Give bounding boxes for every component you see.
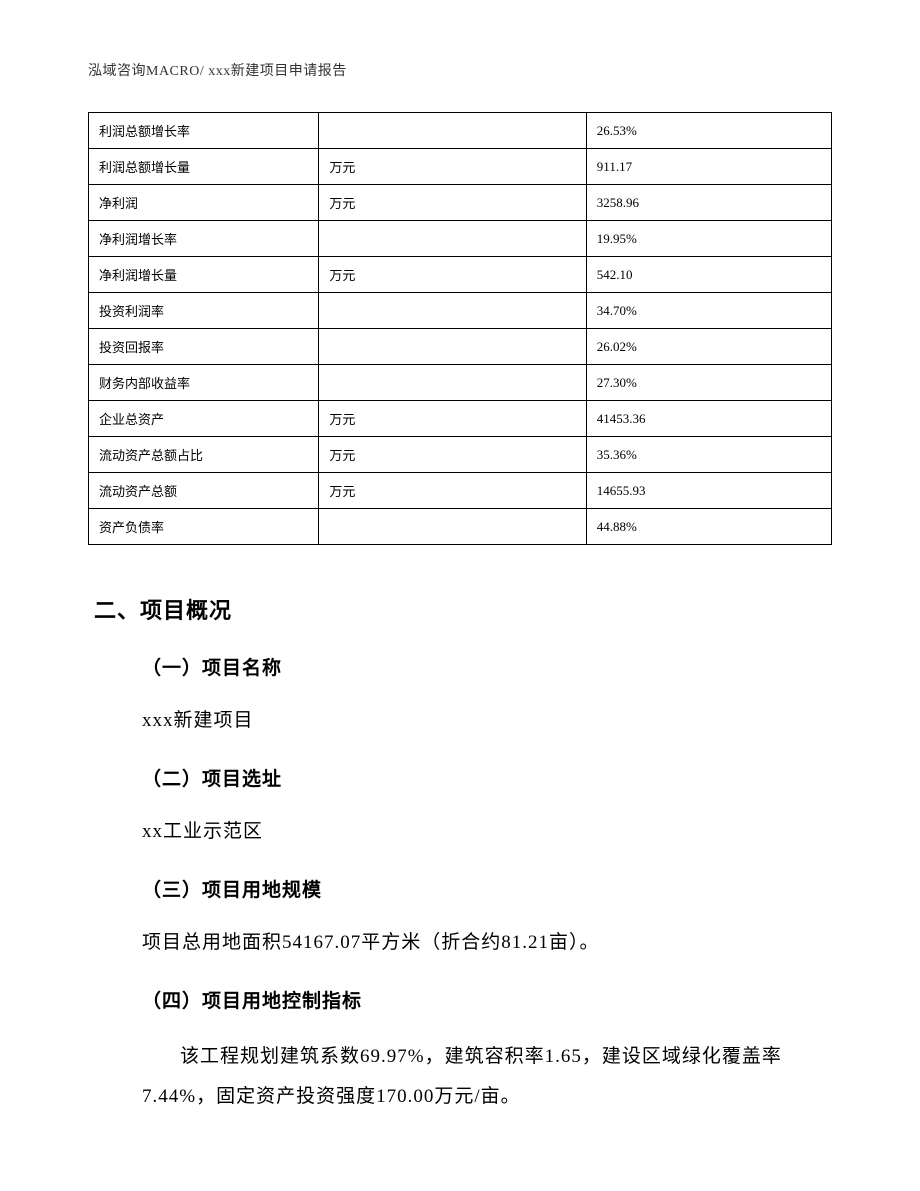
subsection-project-name: （一）项目名称 xxx新建项目	[142, 653, 832, 740]
page-header: 泓域咨询MACRO/ xxx新建项目申请报告	[88, 60, 832, 80]
row-label: 利润总额增长率	[89, 113, 319, 149]
row-label: 投资利润率	[89, 293, 319, 329]
table-row: 利润总额增长率 26.53%	[89, 113, 832, 149]
row-unit: 万元	[319, 185, 586, 221]
row-unit	[319, 509, 586, 545]
row-unit: 万元	[319, 437, 586, 473]
table-row: 净利润增长量 万元 542.10	[89, 257, 832, 293]
subsection-content: 项目总用地面积54167.07平方米（折合约81.21亩）。	[142, 924, 832, 962]
row-label: 净利润增长量	[89, 257, 319, 293]
table-row: 财务内部收益率 27.30%	[89, 365, 832, 401]
subsection-land-scale: （三）项目用地规模 项目总用地面积54167.07平方米（折合约81.21亩）。	[142, 875, 832, 962]
row-label: 流动资产总额占比	[89, 437, 319, 473]
row-value: 3258.96	[586, 185, 831, 221]
row-unit: 万元	[319, 473, 586, 509]
row-unit	[319, 365, 586, 401]
row-value: 542.10	[586, 257, 831, 293]
subsection-content: xx工业示范区	[142, 813, 832, 851]
row-label: 财务内部收益率	[89, 365, 319, 401]
table-row: 净利润增长率 19.95%	[89, 221, 832, 257]
table-row: 流动资产总额 万元 14655.93	[89, 473, 832, 509]
row-unit	[319, 113, 586, 149]
row-value: 41453.36	[586, 401, 831, 437]
row-value: 34.70%	[586, 293, 831, 329]
row-value: 27.30%	[586, 365, 831, 401]
table-row: 净利润 万元 3258.96	[89, 185, 832, 221]
row-value: 19.95%	[586, 221, 831, 257]
table-row: 投资利润率 34.70%	[89, 293, 832, 329]
row-value: 44.88%	[586, 509, 831, 545]
subsection-project-location: （二）项目选址 xx工业示范区	[142, 764, 832, 851]
row-unit: 万元	[319, 401, 586, 437]
subsection-title: （二）项目选址	[142, 764, 832, 791]
table-row: 利润总额增长量 万元 911.17	[89, 149, 832, 185]
subsection-content: xxx新建项目	[142, 702, 832, 740]
table-row: 资产负债率 44.88%	[89, 509, 832, 545]
row-unit: 万元	[319, 149, 586, 185]
row-label: 资产负债率	[89, 509, 319, 545]
row-value: 26.02%	[586, 329, 831, 365]
row-unit: 万元	[319, 257, 586, 293]
row-unit	[319, 293, 586, 329]
row-label: 净利润增长率	[89, 221, 319, 257]
row-label: 企业总资产	[89, 401, 319, 437]
row-label: 利润总额增长量	[89, 149, 319, 185]
row-unit	[319, 329, 586, 365]
subsection-title: （三）项目用地规模	[142, 875, 832, 902]
row-unit	[319, 221, 586, 257]
row-value: 911.17	[586, 149, 831, 185]
row-value: 14655.93	[586, 473, 831, 509]
row-label: 投资回报率	[89, 329, 319, 365]
row-value: 35.36%	[586, 437, 831, 473]
paragraph-land-control: 该工程规划建筑系数69.97%，建筑容积率1.65，建设区域绿化覆盖率7.44%…	[142, 1037, 832, 1117]
row-label: 流动资产总额	[89, 473, 319, 509]
subsection-title: （四）项目用地控制指标	[142, 986, 832, 1013]
section-title: 二、项目概况	[88, 593, 832, 625]
financial-table: 利润总额增长率 26.53% 利润总额增长量 万元 911.17 净利润 万元 …	[88, 112, 832, 545]
subsection-title: （一）项目名称	[142, 653, 832, 680]
subsection-land-control: （四）项目用地控制指标	[142, 986, 832, 1013]
row-value: 26.53%	[586, 113, 831, 149]
table-row: 投资回报率 26.02%	[89, 329, 832, 365]
table-body: 利润总额增长率 26.53% 利润总额增长量 万元 911.17 净利润 万元 …	[89, 113, 832, 545]
table-row: 流动资产总额占比 万元 35.36%	[89, 437, 832, 473]
row-label: 净利润	[89, 185, 319, 221]
table-row: 企业总资产 万元 41453.36	[89, 401, 832, 437]
